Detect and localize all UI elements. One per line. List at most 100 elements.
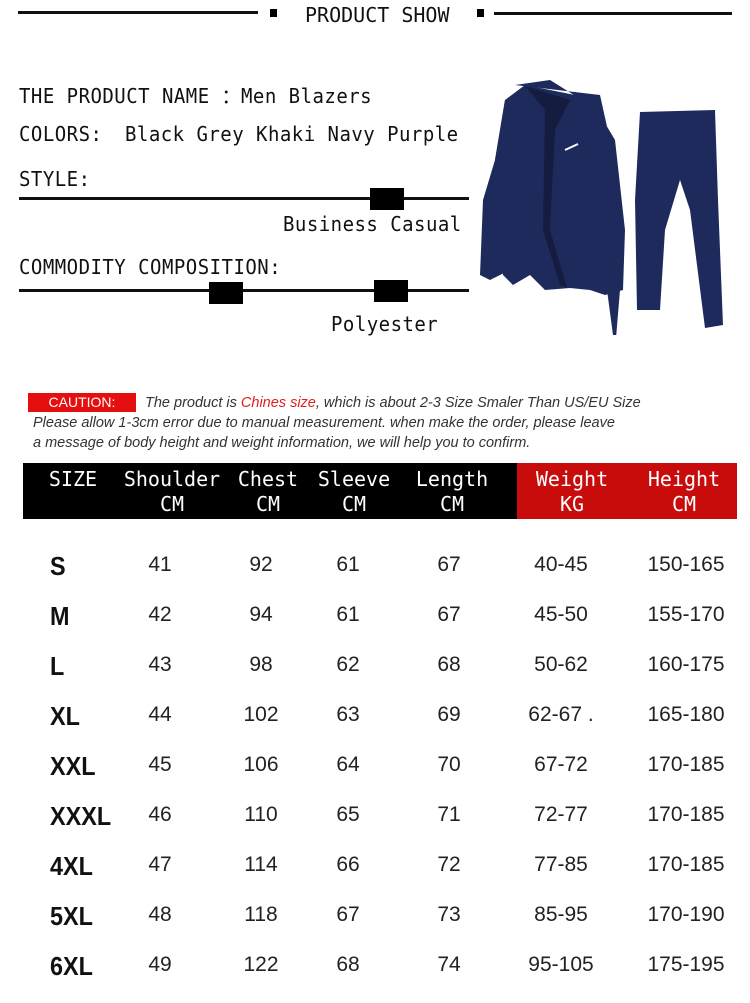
header-weight: Weight KG <box>535 467 609 516</box>
cell-shoulder: 42 <box>148 603 172 626</box>
cell-chest: 122 <box>243 953 279 976</box>
chinese-size-highlight: Chines size <box>240 395 316 411</box>
cell-chest: 98 <box>249 653 273 676</box>
style-marker <box>370 188 404 210</box>
cell-sleeve: 65 <box>336 803 360 826</box>
cell-size: XXL <box>50 751 96 781</box>
cell-height: 155-170 <box>647 603 725 626</box>
cell-weight: 95-105 <box>528 953 594 976</box>
cell-length: 69 <box>437 703 461 726</box>
table-row: S 41 92 61 67 40-45 150-165 <box>0 551 750 603</box>
suit-image <box>480 80 723 335</box>
style-label: STYLE: <box>19 167 91 191</box>
cell-shoulder: 43 <box>148 653 172 676</box>
table-row: 5XL 48 118 67 73 85-95 170-190 <box>0 901 750 953</box>
cell-size: L <box>50 651 65 681</box>
table-row: L 43 98 62 68 50-62 160-175 <box>0 651 750 703</box>
cell-size: M <box>50 601 70 631</box>
caution-line-1: The product is Chines size, which is abo… <box>145 395 641 411</box>
cell-shoulder: 49 <box>148 953 172 976</box>
cell-size: 6XL <box>50 951 93 981</box>
cell-sleeve: 61 <box>336 553 360 576</box>
cell-length: 74 <box>437 953 461 976</box>
table-row: XL 44 102 63 69 62-67 . 165-180 <box>0 701 750 753</box>
header-size: SIZE <box>48 467 98 491</box>
header-sleeve: Sleeve CM <box>317 467 391 516</box>
blazer-shape <box>480 80 625 335</box>
cell-sleeve: 67 <box>336 903 360 926</box>
header-chest: Chest CM <box>237 467 299 516</box>
cell-sleeve: 63 <box>336 703 360 726</box>
cell-shoulder: 46 <box>148 803 172 826</box>
cell-chest: 118 <box>244 903 278 926</box>
cell-sleeve: 68 <box>336 953 360 976</box>
cell-chest: 94 <box>249 603 273 626</box>
header-shoulder: Shoulder CM <box>123 467 221 516</box>
table-row: XXL 45 106 64 70 67-72 170-185 <box>0 751 750 803</box>
header-rule-right <box>494 12 732 15</box>
cell-sleeve: 66 <box>336 853 360 876</box>
cell-weight: 85-95 <box>534 903 588 926</box>
cell-weight: 50-62 <box>534 653 588 676</box>
composition-scale <box>19 289 469 292</box>
cell-size: 5XL <box>50 901 93 931</box>
cell-chest: 92 <box>249 553 273 576</box>
caution-line-2: Please allow 1-3cm error due to manual m… <box>33 415 615 431</box>
composition-value: Polyester <box>331 312 439 336</box>
cell-sleeve: 61 <box>336 603 360 626</box>
composition-label: COMMODITY COMPOSITION: <box>19 255 282 279</box>
cell-size: S <box>50 551 66 581</box>
cell-height: 175-195 <box>647 953 725 976</box>
cell-chest: 106 <box>243 753 279 776</box>
lapel-shape <box>525 86 570 288</box>
header-height: Height CM <box>647 467 721 516</box>
cell-weight: 77-85 <box>534 853 588 876</box>
cell-height: 170-190 <box>647 903 725 926</box>
colors-value: Black Grey Khaki Navy Purple <box>125 122 459 146</box>
size-table-header: SIZE Shoulder CM Chest CM Sleeve CM Length C… <box>23 463 737 519</box>
header-length: Length CM <box>415 467 489 516</box>
cell-shoulder: 45 <box>148 753 172 776</box>
cell-size: XL <box>50 701 80 731</box>
cell-length: 67 <box>437 603 461 626</box>
caution-line-1-pre: The product is <box>145 395 241 411</box>
cell-shoulder: 47 <box>148 853 172 876</box>
page-title: PRODUCT SHOW <box>305 3 450 27</box>
cell-height: 170-185 <box>647 753 725 776</box>
cell-height: 170-185 <box>647 853 725 876</box>
cell-chest: 114 <box>244 853 278 876</box>
cell-shoulder: 44 <box>148 703 172 726</box>
cell-weight: 67-72 <box>534 753 588 776</box>
style-scale <box>19 197 469 200</box>
product-name: THE PRODUCT NAME ：Men Blazers <box>19 84 373 108</box>
cell-weight: 72-77 <box>534 803 588 826</box>
cell-sleeve: 62 <box>336 653 360 676</box>
cell-length: 72 <box>437 853 461 876</box>
table-row: M 42 94 61 67 45-50 155-170 <box>0 601 750 653</box>
table-row: XXXL 46 110 65 71 72-77 170-185 <box>0 801 750 853</box>
cell-height: 165-180 <box>647 703 725 726</box>
cell-height: 150-165 <box>647 553 725 576</box>
cell-chest: 102 <box>243 703 279 726</box>
cell-sleeve: 64 <box>336 753 360 776</box>
table-row: 6XL 49 122 68 74 95-105 175-195 <box>0 951 750 1003</box>
cell-size: 4XL <box>50 851 93 881</box>
cell-size: XXXL <box>50 801 112 831</box>
cell-chest: 110 <box>244 803 278 826</box>
cell-length: 71 <box>437 803 461 826</box>
cell-shoulder: 41 <box>148 553 172 576</box>
cell-weight: 45-50 <box>534 603 588 626</box>
pocket-square <box>564 143 579 151</box>
header-rule-left <box>18 11 258 14</box>
cell-length: 68 <box>437 653 461 676</box>
cell-length: 73 <box>437 903 461 926</box>
composition-marker-2 <box>374 280 408 302</box>
pants-shape <box>635 110 723 328</box>
cell-shoulder: 48 <box>148 903 172 926</box>
composition-marker-1 <box>209 282 243 304</box>
caution-badge: CAUTION: <box>28 393 136 412</box>
cell-length: 70 <box>437 753 461 776</box>
header-bullet-right <box>477 9 484 17</box>
cell-length: 67 <box>437 553 461 576</box>
cell-height: 160-175 <box>647 653 725 676</box>
